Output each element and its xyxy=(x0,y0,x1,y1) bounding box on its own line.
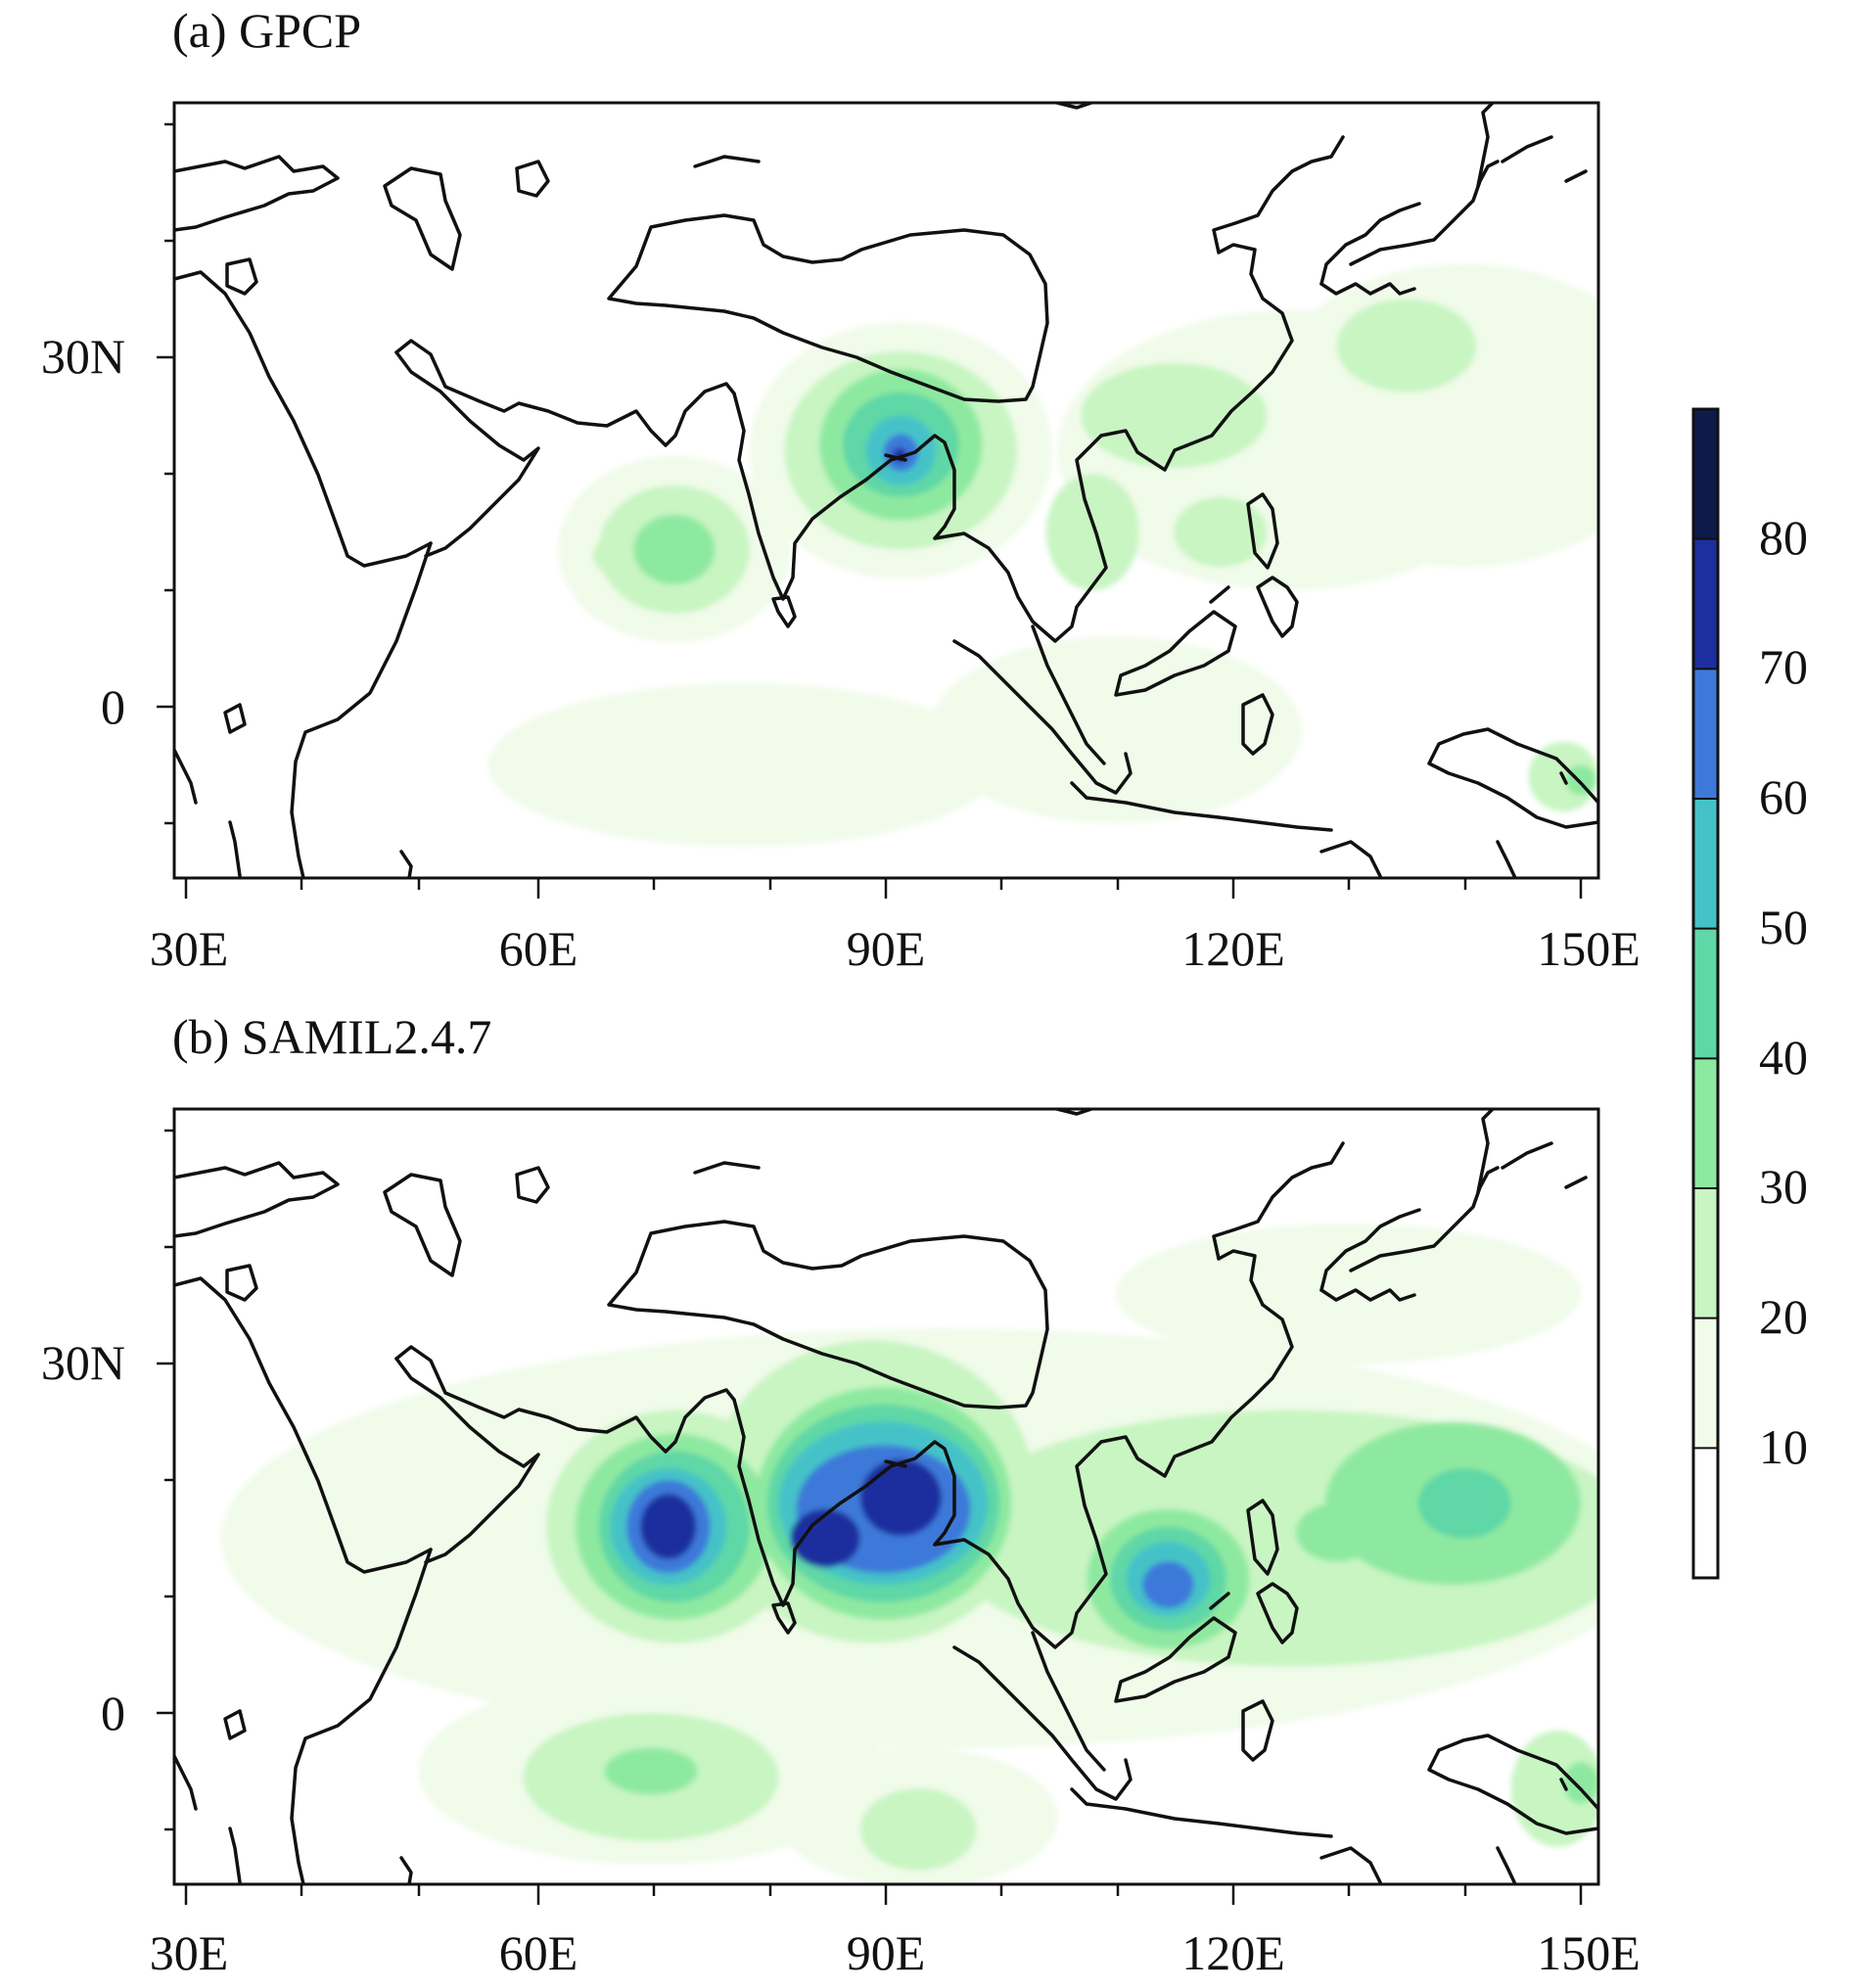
colorbar: 10 20 30 40 50 60 70 80 xyxy=(1691,407,1808,1580)
colorbar-segment xyxy=(1693,538,1718,670)
colorbar-tick-label: 40 xyxy=(1759,1030,1808,1085)
colorbar-segment xyxy=(1693,799,1718,930)
y-tick-label: 0 xyxy=(101,679,125,734)
precip-shading-b xyxy=(220,1224,1598,1884)
precip-contour xyxy=(1336,299,1477,393)
precip-contour xyxy=(1045,474,1139,590)
panel-b: (b) SAMIL2.4.7 xyxy=(41,1009,1641,1980)
colorbar-tick-label: 30 xyxy=(1759,1159,1808,1214)
panel-a: (a) GPCP xyxy=(41,3,1641,976)
panel-a-yticks: 30N 0 xyxy=(41,122,174,825)
panel-b-yticks: 30N 0 xyxy=(41,1129,174,1831)
precip-contour xyxy=(640,1494,697,1559)
precip-contour xyxy=(604,1747,698,1795)
colorbar-tick-label: 20 xyxy=(1759,1289,1808,1344)
colorbar-segment xyxy=(1693,669,1718,800)
x-tick-label: 150E xyxy=(1537,921,1641,976)
colorbar-segment xyxy=(1693,928,1718,1059)
colorbar-segment xyxy=(1693,1188,1718,1319)
y-tick-label: 30N xyxy=(41,1335,125,1390)
x-tick-label: 60E xyxy=(499,1925,578,1980)
colorbar-segments xyxy=(1693,409,1718,1579)
colorbar-segment xyxy=(1693,1058,1718,1189)
colorbar-frame xyxy=(1691,407,1720,1580)
x-tick-label: 90E xyxy=(847,921,926,976)
colorbar-tick-label: 50 xyxy=(1759,900,1808,954)
precip-contour xyxy=(487,683,1000,847)
precip-contour xyxy=(1510,1730,1598,1847)
y-tick-label: 30N xyxy=(41,329,125,384)
colorbar-tick-label: 10 xyxy=(1759,1419,1808,1474)
precip-contour xyxy=(1296,1503,1378,1562)
precip-contour xyxy=(1081,362,1268,469)
precip-contour xyxy=(633,514,716,585)
precip-contour xyxy=(1565,764,1596,796)
x-tick-label: 60E xyxy=(499,921,578,976)
precip-contour xyxy=(1563,1761,1598,1804)
panel-a-title: (a) GPCP xyxy=(172,3,361,58)
coastlines-b xyxy=(174,1109,1598,1884)
precip-contour xyxy=(859,1788,977,1871)
x-tick-label: 120E xyxy=(1181,1925,1285,1980)
x-tick-label: 120E xyxy=(1181,921,1285,976)
panel-b-xticks: 30E 60E 90E 120E 150E xyxy=(150,1884,1641,1980)
panel-a-xticks: 30E 60E 90E 120E 150E xyxy=(150,878,1641,976)
colorbar-segment xyxy=(1693,1318,1718,1449)
precip-shading-a xyxy=(487,263,1598,847)
coastlines-a xyxy=(174,103,1598,878)
colorbar-tick-label: 60 xyxy=(1759,769,1808,824)
precip-contour xyxy=(790,1508,860,1568)
panel-b-title: (b) SAMIL2.4.7 xyxy=(172,1009,491,1064)
colorbar-tick-label: 70 xyxy=(1759,639,1808,694)
precip-contour xyxy=(859,1458,942,1537)
precip-contour xyxy=(1142,1561,1194,1608)
x-tick-label: 30E xyxy=(150,1925,229,1980)
precip-contour xyxy=(930,636,1302,823)
precip-contour xyxy=(1174,496,1268,568)
x-tick-label: 90E xyxy=(847,1925,926,1980)
x-tick-label: 150E xyxy=(1537,1925,1641,1980)
y-tick-label: 0 xyxy=(101,1686,125,1740)
colorbar-segment xyxy=(1693,1448,1718,1579)
colorbar-tick-label: 80 xyxy=(1759,510,1808,565)
colorbar-segment xyxy=(1693,409,1718,540)
precip-contour xyxy=(1417,1468,1511,1539)
x-tick-label: 30E xyxy=(150,921,229,976)
precip-contour xyxy=(1255,263,1598,568)
colorbar-labels: 10 20 30 40 50 60 70 80 xyxy=(1759,510,1808,1474)
